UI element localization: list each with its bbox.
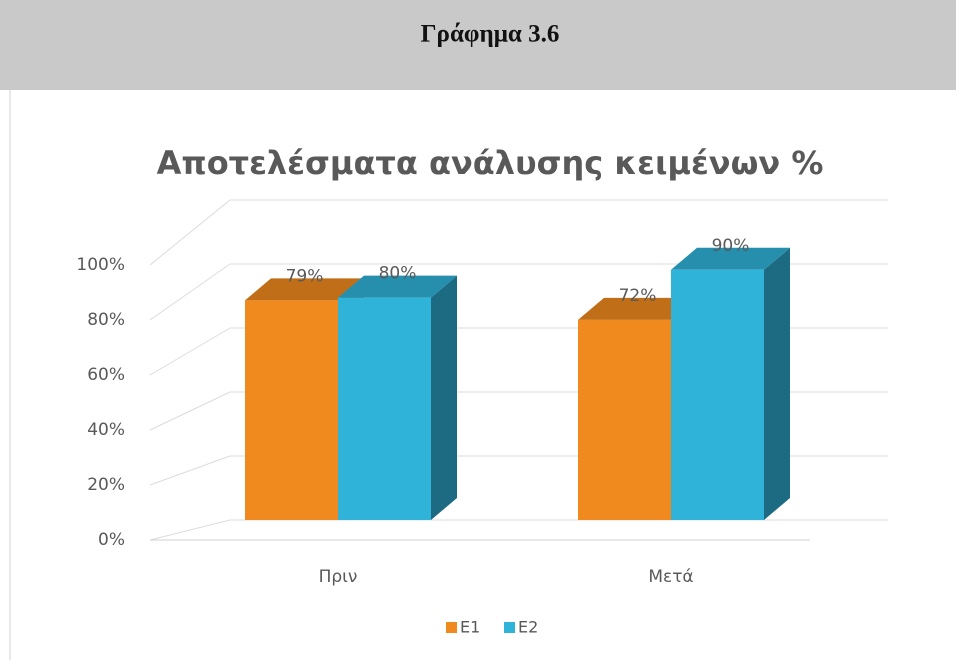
bar-face bbox=[578, 319, 671, 520]
data-label: 80% bbox=[379, 264, 417, 284]
bar bbox=[338, 275, 457, 520]
bar-face bbox=[338, 275, 457, 298]
bar-face bbox=[431, 275, 457, 520]
y-tick-label: 20% bbox=[87, 475, 125, 495]
grid-line bbox=[149, 199, 231, 266]
grid-line bbox=[149, 263, 231, 321]
bar-face bbox=[671, 269, 764, 520]
x-tick-label: Μετά bbox=[648, 567, 693, 587]
grid-line bbox=[149, 519, 231, 541]
legend-label: E2 bbox=[518, 618, 538, 637]
bar-face bbox=[338, 297, 431, 520]
legend-swatch bbox=[504, 622, 515, 633]
grid-line bbox=[149, 391, 231, 431]
grid-line bbox=[149, 455, 231, 486]
bar-face bbox=[245, 278, 364, 301]
bar-face bbox=[671, 247, 790, 270]
y-tick-label: 100% bbox=[76, 255, 125, 275]
y-tick-label: 60% bbox=[87, 365, 125, 385]
header-band bbox=[0, 0, 956, 90]
chart-title: Αποτελέσματα ανάλυσης κειμένων % bbox=[157, 144, 824, 182]
y-tick-label: 0% bbox=[98, 530, 125, 550]
data-label: 79% bbox=[286, 266, 324, 286]
bar-face bbox=[578, 297, 697, 320]
data-label: 72% bbox=[619, 286, 657, 306]
x-tick-label: Πριν bbox=[319, 567, 358, 587]
legend-swatch bbox=[446, 622, 457, 633]
grid-line bbox=[149, 327, 231, 376]
header-title: Γράφημα 3.6 bbox=[421, 21, 560, 48]
y-tick-label: 80% bbox=[87, 310, 125, 330]
data-label: 90% bbox=[712, 236, 750, 256]
bar-face bbox=[245, 300, 338, 520]
bar bbox=[671, 247, 790, 521]
y-tick-label: 40% bbox=[87, 420, 125, 440]
legend-label: E1 bbox=[460, 618, 480, 637]
bar-face bbox=[764, 247, 790, 521]
